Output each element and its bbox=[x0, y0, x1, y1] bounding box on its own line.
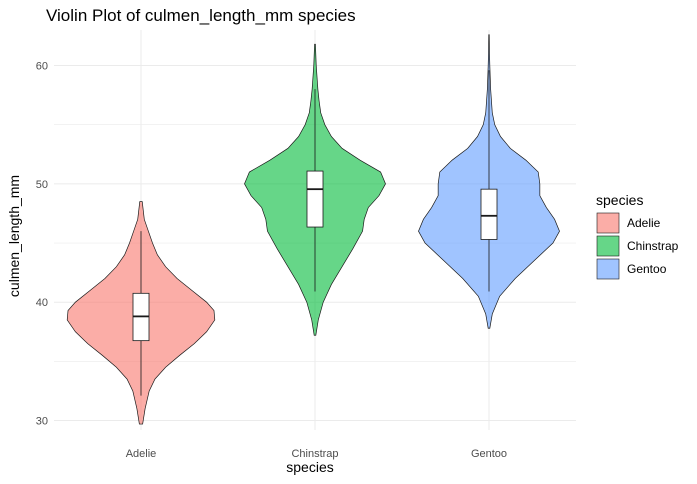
x-tick-label: Chinstrap bbox=[291, 448, 338, 460]
y-tick-label: 60 bbox=[36, 61, 48, 73]
violin-group bbox=[66, 34, 560, 425]
x-tick-label: Gentoo bbox=[471, 448, 507, 460]
axes: 30 40 50 60 Adelie Chinstrap Gentoo bbox=[36, 61, 507, 460]
legend: species Adelie Chinstrap Gentoo bbox=[596, 192, 679, 280]
y-tick-label: 40 bbox=[36, 297, 48, 309]
x-axis-title: species bbox=[286, 459, 333, 475]
y-tick-label: 30 bbox=[36, 416, 48, 428]
legend-swatch-adelie bbox=[596, 212, 620, 234]
legend-swatch-chinstrap bbox=[596, 235, 620, 257]
box-gentoo bbox=[480, 188, 498, 240]
box-chinstrap bbox=[306, 170, 324, 228]
legend-label-gentoo: Gentoo bbox=[627, 262, 667, 276]
legend-title: species bbox=[596, 192, 643, 208]
y-axis-title: culmen_length_mm bbox=[6, 175, 22, 297]
legend-swatch-gentoo bbox=[596, 258, 620, 280]
legend-label-chinstrap: Chinstrap bbox=[627, 239, 679, 253]
legend-label-adelie: Adelie bbox=[627, 216, 661, 230]
chart-title: Violin Plot of culmen_length_mm species bbox=[46, 6, 356, 25]
x-tick-label: Adelie bbox=[126, 448, 157, 460]
y-tick-label: 50 bbox=[36, 179, 48, 191]
